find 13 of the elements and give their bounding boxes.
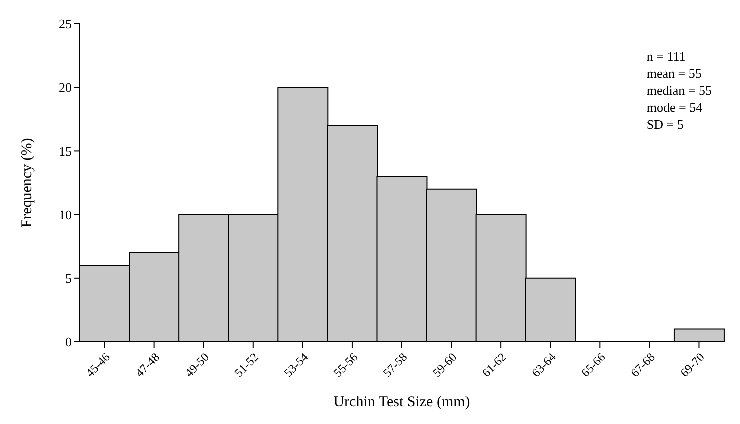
annotation: n = 111	[646, 48, 687, 65]
y-tick-label: 10	[59, 207, 72, 222]
y-tick-label: 5	[66, 271, 72, 286]
annotation: mode = 54	[646, 99, 704, 116]
y-tick-label: 15	[59, 144, 72, 159]
annotation: median = 55	[646, 82, 712, 99]
y-tick-label: 20	[59, 80, 72, 96]
y-axis-title: Frequency (%)	[19, 138, 36, 228]
annotation: mean = 55	[646, 65, 703, 82]
y-tick-label: 0	[66, 334, 72, 350]
y-tick-label: 25	[59, 16, 72, 32]
x-axis-title: Urchin Test Size (mm)	[334, 394, 470, 411]
annotation: SD = 5	[646, 116, 685, 133]
